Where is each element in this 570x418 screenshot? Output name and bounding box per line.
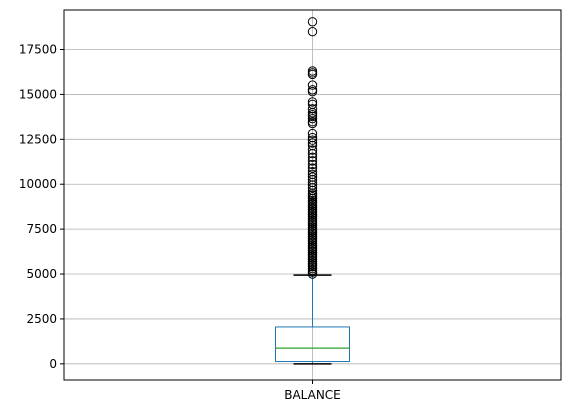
y-tick-label: 5000	[26, 267, 57, 281]
plot-area	[275, 17, 350, 365]
outlier-point	[307, 163, 318, 173]
box-iqr	[275, 326, 350, 363]
outlier-point	[307, 111, 318, 122]
outlier-point	[307, 183, 318, 193]
outlier-point	[307, 86, 318, 97]
outlier-point	[307, 148, 318, 159]
outlier-point	[307, 97, 318, 107]
y-axis: 0 2500 5000 7500 10000 12500 15000 17500	[19, 43, 64, 371]
outlier-point	[307, 269, 318, 279]
y-tick-label: 7500	[26, 222, 57, 236]
x-tick-label-balance: BALANCE	[284, 388, 341, 402]
outlier-point	[307, 17, 318, 27]
outlier-point	[307, 68, 318, 78]
outlier-point	[307, 113, 318, 124]
outlier-point	[307, 80, 318, 90]
outlier-point	[307, 118, 318, 129]
y-tick-label: 10000	[19, 177, 57, 191]
outlier-point	[307, 128, 318, 139]
x-axis: BALANCE	[284, 380, 341, 402]
outlier-point	[307, 104, 318, 114]
outlier-point	[307, 156, 318, 166]
outlier-point	[307, 26, 318, 37]
outlier-point	[307, 145, 318, 155]
y-tick-label: 17500	[19, 43, 57, 57]
outlier-point	[307, 138, 318, 148]
y-tick-label: 2500	[26, 312, 57, 326]
outlier-point	[307, 152, 318, 162]
outlier-point	[307, 135, 318, 145]
y-tick-label: 15000	[19, 87, 57, 101]
outlier-point	[307, 159, 318, 170]
y-tick-label: 12500	[19, 132, 57, 146]
y-tick-label: 0	[49, 357, 57, 371]
